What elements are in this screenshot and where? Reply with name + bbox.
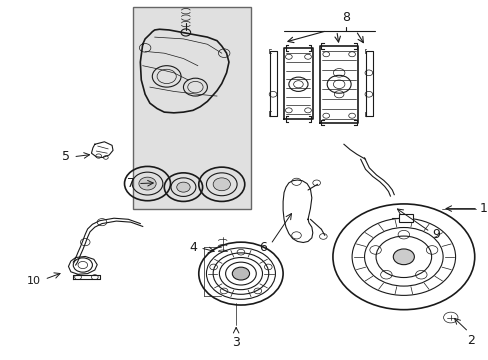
Text: 8: 8 <box>342 10 349 23</box>
Text: 3: 3 <box>232 337 240 350</box>
Bar <box>398 214 412 222</box>
Text: 7: 7 <box>126 177 134 190</box>
Bar <box>133 7 250 208</box>
Text: 9: 9 <box>432 228 440 241</box>
Text: 4: 4 <box>188 241 197 255</box>
Text: 6: 6 <box>259 241 267 255</box>
Circle shape <box>176 182 190 192</box>
Text: 5: 5 <box>62 150 70 163</box>
Text: 2: 2 <box>466 334 474 347</box>
Circle shape <box>213 178 230 191</box>
Text: 1: 1 <box>479 202 487 215</box>
Circle shape <box>139 177 156 190</box>
Circle shape <box>232 267 249 280</box>
Circle shape <box>392 249 413 265</box>
Text: 10: 10 <box>27 276 41 286</box>
